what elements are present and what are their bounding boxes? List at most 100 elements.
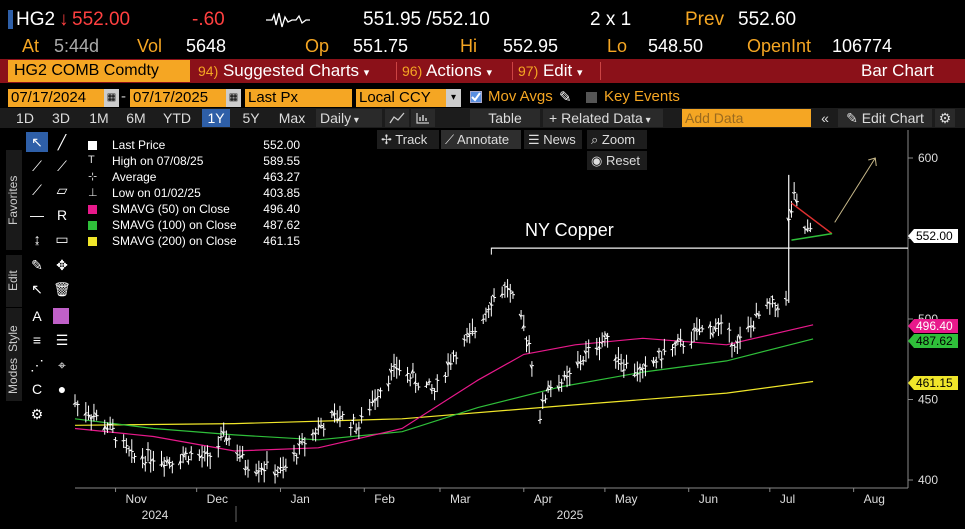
- magnet-icon[interactable]: C: [31, 381, 43, 397]
- ma-line-smavg-50-: [74, 324, 814, 452]
- tab-max[interactable]: Max: [278, 110, 306, 126]
- zoom-button[interactable]: ⌕ Zoom: [587, 130, 647, 149]
- horizontal-line-icon[interactable]: —: [30, 207, 44, 223]
- news-button[interactable]: ☰ News: [524, 130, 582, 149]
- pen-icon[interactable]: ✎: [31, 257, 43, 273]
- tab-1y[interactable]: 1Y: [202, 109, 230, 127]
- dropdown-arrow-icon[interactable]: ▾: [446, 89, 461, 107]
- x-year-label: 2025: [557, 508, 584, 522]
- key-events-label[interactable]: Key Events: [604, 88, 680, 105]
- text-style-icon[interactable]: A: [32, 308, 42, 324]
- price-bar-open: [332, 411, 336, 418]
- diagonal-line-icon[interactable]: ╱: [57, 134, 67, 150]
- frequency-select[interactable]: Daily ▾: [316, 109, 382, 127]
- price-bar-open: [223, 435, 227, 443]
- channel-icon[interactable]: ▱: [56, 182, 68, 198]
- tab-3d[interactable]: 3D: [52, 110, 70, 126]
- palette-icon[interactable]: ●: [57, 381, 67, 397]
- price-bar-open: [467, 332, 471, 337]
- trend-line-icon[interactable]: ⟋: [32, 158, 42, 174]
- price-bar-open: [72, 402, 76, 405]
- mov-avgs-label[interactable]: Mov Avgs: [488, 88, 553, 105]
- ray-line-icon[interactable]: ⟋: [57, 158, 67, 174]
- chart-type-label[interactable]: Bar Chart: [861, 61, 934, 80]
- price-bar-open: [378, 389, 381, 393]
- tab-6m[interactable]: 6M: [126, 110, 146, 126]
- trash-icon[interactable]: 🗑: [53, 281, 71, 297]
- price-bar-open: [729, 343, 733, 348]
- x-month-label: Nov: [126, 492, 147, 506]
- settings-icon[interactable]: ⚙: [30, 406, 44, 422]
- collapse-icon[interactable]: «: [821, 110, 829, 126]
- tab-ytd[interactable]: YTD: [163, 110, 191, 126]
- move-icon[interactable]: ✥: [56, 257, 68, 273]
- dotted-line-icon[interactable]: ⋰: [30, 357, 44, 373]
- x-month-label: Jul: [780, 492, 795, 506]
- start-date-input[interactable]: 07/17/2024: [8, 89, 104, 107]
- price-bar-open: [734, 340, 738, 345]
- target-arrow-line: [834, 157, 876, 223]
- x-month-label: Jan: [290, 492, 309, 506]
- price-bar-open: [253, 471, 257, 475]
- pencil-icon[interactable]: ✎: [559, 89, 572, 106]
- tab-1m[interactable]: 1M: [89, 110, 109, 126]
- security-field[interactable]: HG2 COMB Comdty: [8, 60, 190, 82]
- key-events-checkbox[interactable]: [586, 92, 597, 103]
- tab-1d[interactable]: 1D: [16, 110, 34, 126]
- color-swatch[interactable]: [53, 308, 69, 324]
- at-label: At: [22, 36, 40, 56]
- gear-icon[interactable]: ⚙: [935, 109, 955, 127]
- pointer-icon[interactable]: ↖: [26, 132, 48, 152]
- price-bar-open: [562, 375, 565, 377]
- price-tag-bg: [908, 334, 958, 348]
- related-data-menu[interactable]: + Related Data ▾: [543, 109, 663, 127]
- add-data-input[interactable]: Add Data: [682, 109, 811, 127]
- snap-icon[interactable]: ⌖: [58, 357, 66, 373]
- currency-select[interactable]: Local CCY: [356, 89, 446, 107]
- rectangle-icon[interactable]: ▭: [55, 231, 69, 247]
- track-button[interactable]: ✢ Track: [377, 130, 439, 149]
- bar-chart-icon[interactable]: [411, 109, 435, 127]
- price-bar-open: [407, 379, 411, 382]
- low-marker-icon: ⊥: [88, 187, 98, 199]
- end-date-input[interactable]: 07/17/2025: [130, 89, 226, 107]
- calendar-icon[interactable]: ▦: [104, 89, 119, 107]
- suggested-num: 94): [198, 63, 219, 79]
- price-bar-open: [359, 414, 362, 418]
- edit-chart-button[interactable]: ✎ Edit Chart: [838, 109, 932, 127]
- price-bar-open: [662, 348, 665, 351]
- caret-down-icon: ▾: [363, 67, 370, 79]
- y-tick-label: 400: [918, 473, 938, 487]
- suggested-charts-menu[interactable]: 94) Suggested Charts ▾: [198, 61, 369, 81]
- edit-menu[interactable]: 97) Edit ▾: [518, 61, 583, 81]
- annotate-icon: ⟋: [445, 132, 457, 147]
- favorites-tab[interactable]: Favorites: [6, 150, 22, 250]
- reset-button[interactable]: ◉ Reset: [587, 151, 647, 170]
- price-bar-open: [234, 451, 238, 455]
- tab-5y[interactable]: 5Y: [242, 110, 260, 126]
- price-bar-open: [410, 369, 414, 375]
- price-bar-open: [675, 338, 679, 344]
- edit-tab[interactable]: Edit: [6, 255, 22, 307]
- price-bar-open: [208, 454, 211, 457]
- field-select[interactable]: Last Px: [245, 89, 352, 107]
- vertical-line-icon[interactable]: ↨: [33, 231, 41, 247]
- calendar-icon[interactable]: ▦: [226, 89, 241, 107]
- retracement-icon[interactable]: R: [56, 207, 68, 223]
- line-weight-icon[interactable]: ≡: [32, 332, 42, 348]
- select-plus-icon[interactable]: ↖: [31, 281, 43, 297]
- legend-item: Last Price 552.00: [84, 138, 304, 154]
- table-button[interactable]: Table: [470, 109, 540, 127]
- low-value: 548.50: [648, 36, 704, 56]
- annotate-button[interactable]: ⟋ Annotate: [441, 130, 521, 149]
- price-bar-open: [388, 368, 392, 374]
- line-chart-icon[interactable]: [385, 109, 409, 127]
- mov-avgs-checkbox[interactable]: [470, 91, 482, 103]
- at-time: 5:44d: [54, 36, 100, 56]
- price-bar-open: [616, 360, 619, 363]
- line-style-icon[interactable]: ☰: [55, 332, 69, 348]
- modes-tab[interactable]: Modes: [6, 351, 22, 401]
- openint-label: OpenInt: [747, 36, 812, 56]
- actions-menu[interactable]: 96) Actions ▾: [402, 61, 492, 81]
- extended-line-icon[interactable]: ⟋: [32, 182, 42, 198]
